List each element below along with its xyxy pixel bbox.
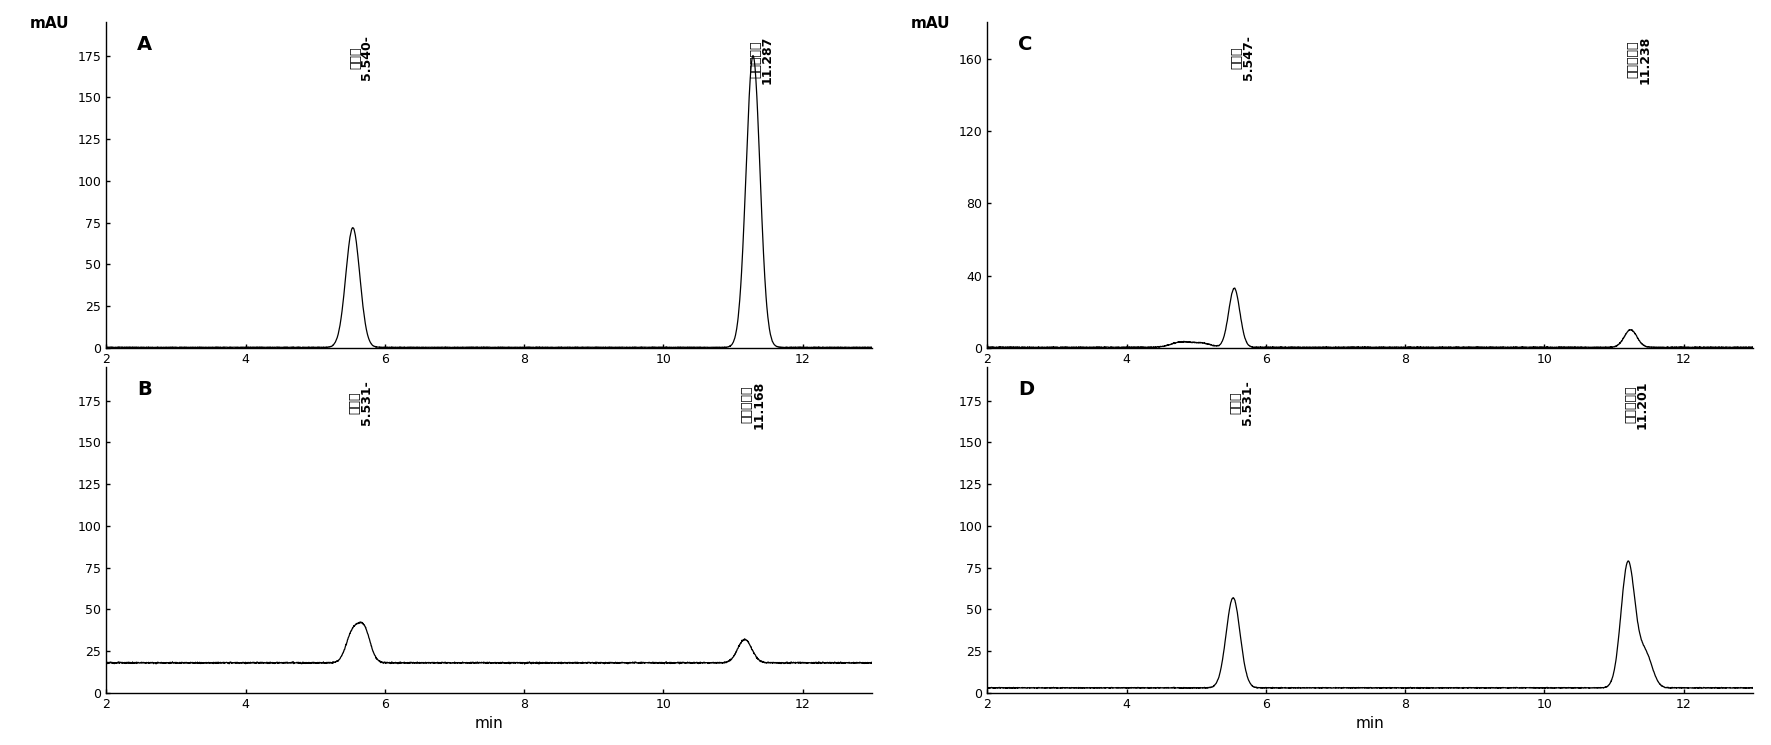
Text: B: B — [136, 381, 152, 399]
Text: 荫茸酸
5.531-: 荫茸酸 5.531- — [1229, 381, 1254, 425]
Text: D: D — [1018, 381, 1034, 399]
Text: 荫茸酸
5.547-: 荫茸酸 5.547- — [1231, 35, 1256, 80]
Text: 荫茸酸
5.531-: 荫茸酸 5.531- — [349, 381, 372, 425]
Text: 荫茸酸甲酩
11.287: 荫茸酸甲酩 11.287 — [749, 35, 774, 83]
Text: 荫茸酸甲酩
11.238: 荫茸酸甲酩 11.238 — [1628, 35, 1651, 83]
Text: A: A — [136, 35, 152, 54]
Y-axis label: mAU: mAU — [910, 16, 951, 31]
Text: 荫茸酸
5.540-: 荫茸酸 5.540- — [349, 35, 374, 80]
Text: C: C — [1018, 35, 1032, 54]
X-axis label: min: min — [475, 716, 503, 732]
Text: 荫茸酸甲酩
11.201: 荫茸酸甲酩 11.201 — [1624, 381, 1649, 429]
Y-axis label: mAU: mAU — [30, 16, 69, 31]
Text: 荫茸酸甲酩
11.168: 荫茸酸甲酩 11.168 — [740, 381, 765, 428]
X-axis label: min: min — [1357, 716, 1385, 732]
